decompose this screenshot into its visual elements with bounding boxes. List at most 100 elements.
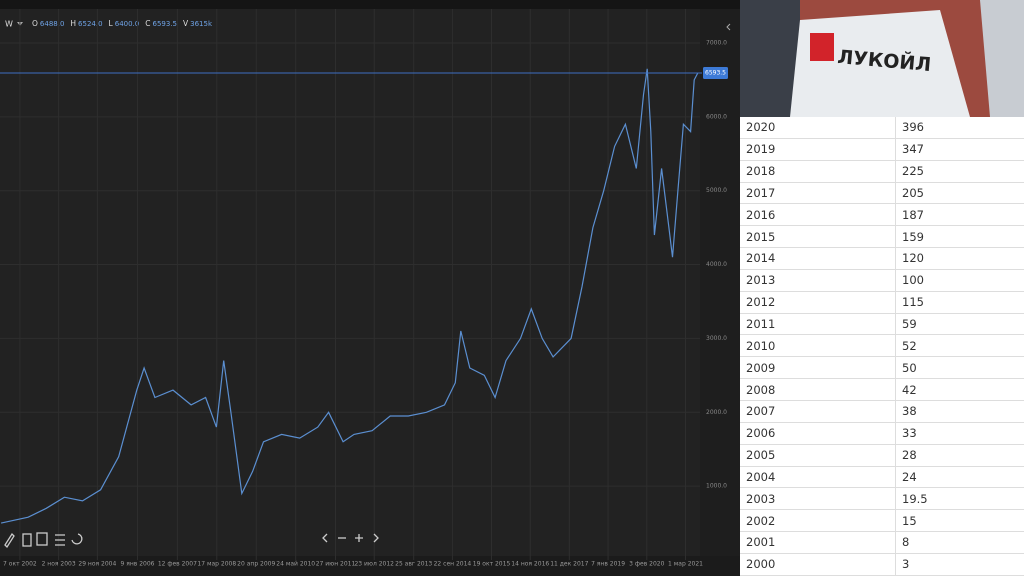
table-row: 2000 3 — [740, 553, 1024, 576]
year-cell: 2012 — [740, 291, 896, 314]
year-cell: 2002 — [740, 509, 896, 533]
sign-board — [790, 10, 970, 117]
y-tick-label: 1000.0 — [706, 483, 727, 490]
value-cell: 8 — [895, 531, 1024, 554]
table-row: 2011 59 — [740, 313, 1024, 336]
table-row: 2018 225 — [740, 160, 1024, 183]
x-tick-label: 23 июл 2012 — [354, 561, 394, 568]
scroll-right[interactable] — [373, 533, 379, 543]
table-row: 2001 8 — [740, 531, 1024, 554]
table-row: 2019 347 — [740, 138, 1024, 161]
add-tool[interactable] — [36, 532, 48, 546]
table-row: 2014 120 — [740, 247, 1024, 270]
value-cell: 115 — [895, 291, 1024, 314]
table-row: 2008 42 — [740, 378, 1024, 401]
year-cell: 2007 — [740, 400, 896, 423]
table-row: 2006 33 — [740, 422, 1024, 445]
year-cell: 2010 — [740, 334, 896, 358]
table-row: 2016 187 — [740, 203, 1024, 227]
year-cell: 2008 — [740, 378, 896, 401]
value-cell: 38 — [895, 400, 1024, 423]
y-tick-label: 5000.0 — [706, 187, 727, 194]
year-cell: 2015 — [740, 225, 896, 249]
year-cell: 2005 — [740, 444, 896, 467]
logo-mark — [810, 33, 834, 61]
value-cell: 120 — [895, 247, 1024, 270]
x-tick-label: 7 янв 2019 — [591, 561, 625, 568]
year-cell: 2000 — [740, 553, 896, 576]
drawing-tools — [4, 532, 379, 549]
value-cell: 396 — [895, 117, 1024, 139]
x-tick-label: 12 фев 2007 — [158, 561, 197, 568]
value-cell: 24 — [895, 466, 1024, 489]
table-row: 2013 100 — [740, 269, 1024, 292]
value-cell: 225 — [895, 160, 1024, 183]
table-row: 2015 159 — [740, 225, 1024, 249]
x-tick-label: 3 фев 2020 — [629, 561, 664, 568]
grid — [0, 9, 700, 560]
photo-wall — [740, 0, 800, 117]
year-cell: 2013 — [740, 269, 896, 292]
price-chart: W O 6488.0 H 6524.0 L 6400.0 C 6593.5 V 3615k 1000… — [0, 0, 740, 576]
pencil-tool[interactable] — [4, 532, 15, 549]
legend-value: 6488.0 — [40, 20, 65, 28]
y-tick-label: 2000.0 — [706, 409, 727, 416]
value-cell: 15 — [895, 509, 1024, 533]
symbol: W — [5, 20, 13, 29]
legend-key: V — [183, 19, 189, 28]
collapse-icon[interactable] — [726, 23, 731, 31]
data-table: 2020 396 2019 347 2018 225 2017 205 2016 187 2015 1… — [740, 117, 1024, 576]
value-cell: 187 — [895, 203, 1024, 227]
x-tick-label: 2 ноя 2003 — [42, 561, 76, 568]
note-tool[interactable] — [22, 533, 32, 547]
value-cell: 59 — [895, 313, 1024, 336]
settings-tool[interactable] — [55, 534, 65, 546]
x-tick-label: 25 авг 2013 — [395, 561, 432, 568]
y-tick-label: 4000.0 — [706, 261, 727, 268]
table-row: 2004 24 — [740, 466, 1024, 489]
year-cell: 2018 — [740, 160, 896, 183]
year-cell: 2020 — [740, 117, 896, 139]
photo-panel — [980, 0, 1024, 117]
zoom-in[interactable] — [355, 534, 363, 542]
year-cell: 2003 — [740, 487, 896, 511]
x-tick-label: 11 дек 2017 — [550, 561, 588, 568]
year-cell: 2011 — [740, 313, 896, 336]
top-bar — [0, 0, 740, 9]
table-row: 2005 28 — [740, 444, 1024, 467]
legend-value: 6593.5 — [152, 20, 177, 28]
year-cell: 2017 — [740, 182, 896, 205]
x-axis-bar — [0, 556, 740, 576]
reset-tool[interactable] — [71, 533, 83, 545]
value-cell: 50 — [895, 356, 1024, 380]
x-tick-label: 20 апр 2009 — [237, 561, 275, 568]
price-tag — [703, 67, 728, 80]
year-cell: 2006 — [740, 422, 896, 445]
price-tag-label: 6593.5 — [705, 70, 726, 77]
plot — [0, 68, 699, 524]
x-tick-label: 22 сен 2014 — [434, 561, 472, 568]
legend-value: 6400.0 — [115, 20, 140, 28]
value-cell: 52 — [895, 334, 1024, 358]
y-axis-bar — [700, 9, 740, 556]
x-tick-label: 14 ноя 2016 — [511, 561, 549, 568]
table-row: 2010 52 — [740, 334, 1024, 358]
value-cell: 19.5 — [895, 487, 1024, 511]
photo: ЛУКОЙЛ — [740, 0, 1024, 117]
year-cell: 2004 — [740, 466, 896, 489]
x-tick-label: 24 май 2010 — [276, 561, 315, 568]
table-row: 2012 115 — [740, 291, 1024, 314]
table-row: 2020 396 — [740, 117, 1024, 139]
value-cell: 28 — [895, 444, 1024, 467]
x-tick-label: 7 окт 2002 — [3, 561, 37, 568]
chart-background — [0, 0, 740, 576]
scroll-left[interactable] — [322, 533, 328, 543]
value-cell: 33 — [895, 422, 1024, 445]
ohlc-legend: W O 6488.0 H 6524.0 L 6400.0 C 6593.5 V 3615k — [5, 19, 213, 29]
legend-key: O — [32, 19, 38, 28]
x-tick-label: 9 янв 2006 — [121, 561, 155, 568]
legend-value: 3615k — [190, 20, 213, 28]
x-tick-label: 27 июн 2011 — [316, 561, 356, 568]
table-row: 2003 19.5 — [740, 487, 1024, 511]
